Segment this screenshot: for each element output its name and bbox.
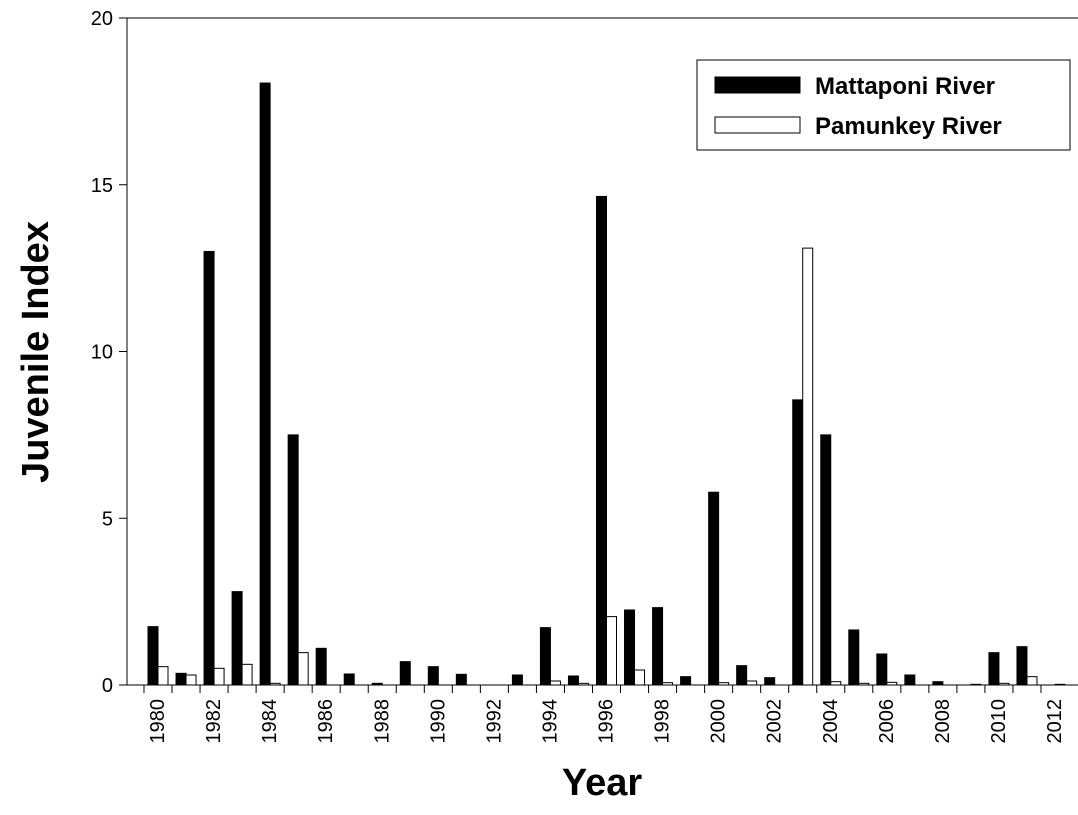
bar [399,661,411,686]
y-tick-label: 15 [91,175,113,197]
bar [511,674,523,686]
y-tick-label: 0 [102,675,113,697]
bar [876,653,888,686]
bar [736,665,748,686]
bar [203,250,215,686]
bar [213,667,225,686]
bar [792,399,804,686]
x-tick-label: 2010 [988,699,1010,744]
legend-swatch [714,76,801,94]
bar [998,682,1010,686]
bar [343,673,355,686]
bar [662,682,674,686]
bar [988,652,1000,686]
bar [539,627,551,686]
bar [567,675,579,686]
bar [820,434,832,686]
bar [624,609,636,686]
x-tick-label: 1986 [315,699,337,744]
bar [634,669,646,686]
x-tick-label: 1984 [259,699,281,744]
bar [596,195,607,686]
bar [549,680,561,686]
bar [718,682,730,686]
bar [680,676,692,686]
legend-swatch [714,116,801,134]
y-tick-label: 5 [102,508,113,530]
bar [157,666,169,686]
bar [970,683,982,686]
bar [259,82,271,686]
bar [904,674,916,686]
bar [858,682,870,686]
bar [802,247,814,686]
x-tick-label: 2006 [876,699,898,744]
bar [577,682,589,686]
x-tick-label: 2000 [708,699,730,744]
legend-label: Pamunkey River [815,113,1002,140]
x-tick-label: 1998 [652,699,674,744]
x-tick-label: 2008 [932,699,954,744]
bar [886,681,898,686]
y-axis-title: Juvenile Index [15,221,57,483]
x-tick-label: 1996 [596,699,618,744]
bar [848,629,860,686]
x-tick-label: 1988 [371,699,393,744]
legend-label: Mattaponi River [815,73,995,100]
x-tick-label: 1994 [539,699,561,744]
bar [932,681,944,686]
bar [315,647,327,686]
x-tick-label: 1990 [427,699,449,744]
bar [1016,646,1028,686]
bar [297,652,309,686]
bar [455,673,467,686]
bar [147,626,159,686]
bar [371,682,383,686]
y-tick-label: 10 [91,342,113,364]
x-tick-label: 2012 [1044,699,1066,744]
legend-box [696,59,1071,151]
bar [746,680,758,686]
bar [427,666,439,686]
bar [185,674,197,686]
bar [231,591,243,686]
bar [287,434,299,686]
bar [269,682,281,686]
y-tick-label: 20 [91,8,113,30]
bar [764,677,776,686]
bar [652,607,664,686]
x-tick-label: 1982 [203,699,225,744]
x-tick-label: 2004 [820,699,842,744]
x-tick-label: 2002 [764,699,786,744]
x-axis-title: Year [562,762,643,804]
bar [241,663,253,686]
x-tick-label: 1980 [147,699,169,744]
bar [175,672,187,686]
x-tick-label: 1992 [483,699,505,744]
bar [1054,683,1066,686]
bar [708,491,720,686]
bar [830,681,842,686]
bar [1026,676,1038,686]
bar [606,616,617,686]
